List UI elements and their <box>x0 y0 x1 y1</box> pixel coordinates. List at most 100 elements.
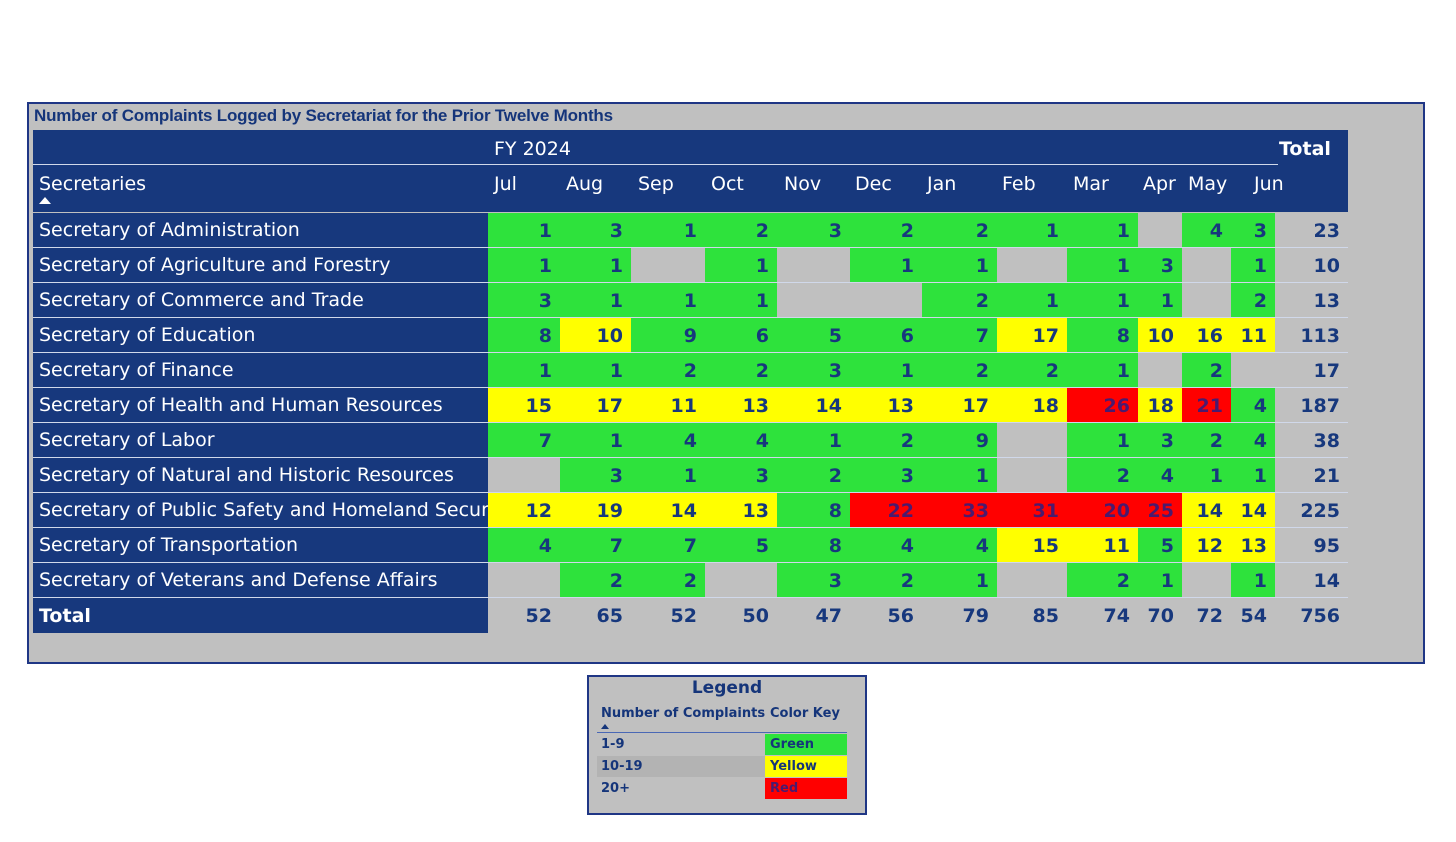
matrix-cell[interactable] <box>488 458 560 493</box>
matrix-cell[interactable]: 11 <box>1067 528 1138 563</box>
matrix-cell[interactable]: 4 <box>922 528 997 563</box>
matrix-cell[interactable]: 4 <box>1182 213 1231 248</box>
matrix-cell[interactable]: 1 <box>1067 213 1138 248</box>
matrix-cell[interactable]: 4 <box>1138 458 1182 493</box>
matrix-cell[interactable]: 1 <box>631 213 705 248</box>
matrix-cell[interactable]: 1 <box>1231 563 1275 598</box>
matrix-cell[interactable]: 11 <box>1231 318 1275 353</box>
matrix-cell[interactable]: 1 <box>560 248 631 283</box>
row-label[interactable]: Secretary of Transportation <box>33 528 488 562</box>
matrix-cell[interactable]: 33 <box>922 493 997 528</box>
matrix-cell[interactable]: 1 <box>997 283 1067 318</box>
matrix-cell[interactable] <box>777 283 850 318</box>
matrix-cell[interactable]: 3 <box>1231 213 1275 248</box>
matrix-cell[interactable]: 2 <box>705 353 777 388</box>
matrix-cell[interactable]: 15 <box>488 388 560 423</box>
matrix-cell[interactable]: 17 <box>997 318 1067 353</box>
matrix-cell[interactable]: 18 <box>997 388 1067 423</box>
matrix-cell[interactable]: 7 <box>922 318 997 353</box>
matrix-cell[interactable]: 14 <box>1231 493 1275 528</box>
matrix-cell[interactable]: 1 <box>705 248 777 283</box>
matrix-cell[interactable] <box>997 248 1067 283</box>
matrix-cell[interactable]: 11 <box>631 388 705 423</box>
matrix-cell[interactable]: 10 <box>1138 318 1182 353</box>
matrix-cell[interactable] <box>850 283 922 318</box>
matrix-cell[interactable] <box>1182 248 1231 283</box>
matrix-cell[interactable]: 13 <box>850 388 922 423</box>
matrix-cell[interactable]: 2 <box>1067 563 1138 598</box>
matrix-cell[interactable]: 1 <box>705 283 777 318</box>
matrix-cell[interactable]: 2 <box>997 353 1067 388</box>
matrix-cell[interactable]: 13 <box>1231 528 1275 563</box>
month-header-jun[interactable]: Jun <box>1254 173 1284 195</box>
matrix-cell[interactable]: 17 <box>922 388 997 423</box>
matrix-cell[interactable]: 3 <box>777 353 850 388</box>
matrix-cell[interactable] <box>488 563 560 598</box>
matrix-cell[interactable]: 8 <box>1067 318 1138 353</box>
matrix-cell[interactable]: 4 <box>1231 423 1275 458</box>
matrix-cell[interactable]: 6 <box>850 318 922 353</box>
matrix-cell[interactable]: 1 <box>488 353 560 388</box>
month-header-sep[interactable]: Sep <box>638 173 674 195</box>
matrix-cell[interactable]: 19 <box>560 493 631 528</box>
row-label[interactable]: Secretary of Administration <box>33 213 488 247</box>
matrix-cell[interactable]: 6 <box>705 318 777 353</box>
month-header-oct[interactable]: Oct <box>711 173 744 195</box>
matrix-cell[interactable]: 1 <box>1231 458 1275 493</box>
matrix-cell[interactable]: 1 <box>631 283 705 318</box>
matrix-cell[interactable]: 9 <box>922 423 997 458</box>
matrix-cell[interactable]: 2 <box>850 563 922 598</box>
sort-ascending-icon[interactable] <box>39 197 51 204</box>
matrix-cell[interactable]: 25 <box>1138 493 1182 528</box>
matrix-cell[interactable]: 14 <box>631 493 705 528</box>
matrix-cell[interactable]: 7 <box>560 528 631 563</box>
matrix-cell[interactable]: 3 <box>560 458 631 493</box>
matrix-cell[interactable]: 2 <box>1182 353 1231 388</box>
matrix-cell[interactable]: 1 <box>1182 458 1231 493</box>
month-header-may[interactable]: May <box>1188 173 1228 195</box>
matrix-cell[interactable]: 1 <box>560 353 631 388</box>
matrix-cell[interactable]: 4 <box>1231 388 1275 423</box>
matrix-cell[interactable]: 1 <box>1067 353 1138 388</box>
matrix-cell[interactable] <box>997 423 1067 458</box>
matrix-cell[interactable]: 1 <box>777 423 850 458</box>
matrix-cell[interactable]: 9 <box>631 318 705 353</box>
matrix-cell[interactable]: 8 <box>488 318 560 353</box>
matrix-cell[interactable]: 3 <box>560 213 631 248</box>
matrix-cell[interactable]: 20 <box>1067 493 1138 528</box>
matrix-cell[interactable]: 26 <box>1067 388 1138 423</box>
row-label[interactable]: Secretary of Agriculture and Forestry <box>33 248 488 282</box>
row-label[interactable]: Secretary of Natural and Historic Resour… <box>33 458 488 492</box>
matrix-cell[interactable]: 1 <box>631 458 705 493</box>
matrix-cell[interactable]: 4 <box>850 528 922 563</box>
legend-col-color-key[interactable]: Color Key <box>770 706 840 721</box>
matrix-cell[interactable]: 1 <box>922 248 997 283</box>
matrix-cell[interactable]: 1 <box>1067 248 1138 283</box>
matrix-cell[interactable]: 1 <box>560 423 631 458</box>
month-header-apr[interactable]: Apr <box>1143 173 1176 195</box>
matrix-cell[interactable]: 1 <box>1231 248 1275 283</box>
matrix-cell[interactable]: 13 <box>705 493 777 528</box>
secretaries-column-header[interactable]: Secretaries <box>39 173 147 195</box>
matrix-cell[interactable]: 3 <box>705 458 777 493</box>
matrix-cell[interactable] <box>997 458 1067 493</box>
month-header-jul[interactable]: Jul <box>494 173 517 195</box>
matrix-cell[interactable]: 13 <box>705 388 777 423</box>
month-header-feb[interactable]: Feb <box>1002 173 1036 195</box>
matrix-cell[interactable]: 1 <box>922 563 997 598</box>
matrix-cell[interactable]: 18 <box>1138 388 1182 423</box>
matrix-cell[interactable]: 3 <box>1138 248 1182 283</box>
total-column-header[interactable]: Total <box>1279 138 1331 160</box>
matrix-cell[interactable]: 5 <box>1138 528 1182 563</box>
matrix-cell[interactable]: 2 <box>850 213 922 248</box>
month-header-nov[interactable]: Nov <box>784 173 822 195</box>
matrix-cell[interactable]: 10 <box>560 318 631 353</box>
matrix-cell[interactable] <box>777 248 850 283</box>
matrix-cell[interactable] <box>631 248 705 283</box>
matrix-cell[interactable]: 4 <box>488 528 560 563</box>
month-header-dec[interactable]: Dec <box>855 173 892 195</box>
row-label[interactable]: Secretary of Education <box>33 318 488 352</box>
matrix-cell[interactable]: 1 <box>850 248 922 283</box>
matrix-cell[interactable]: 14 <box>777 388 850 423</box>
matrix-cell[interactable]: 31 <box>997 493 1067 528</box>
